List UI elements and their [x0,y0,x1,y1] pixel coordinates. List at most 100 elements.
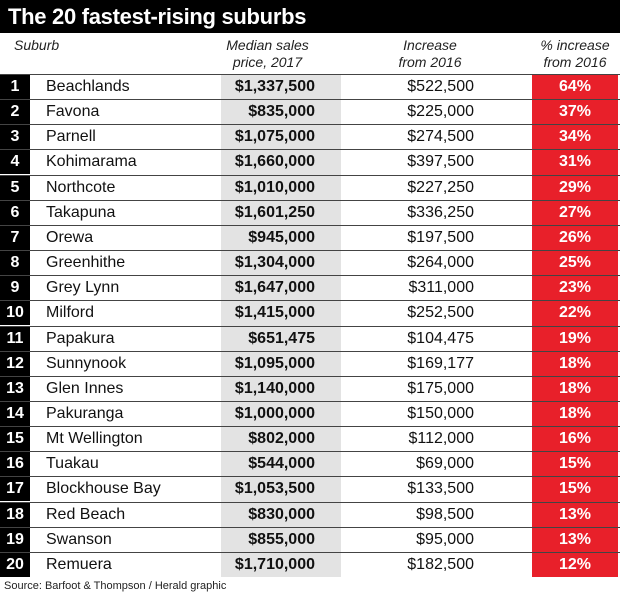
suburb-cell: Mt Wellington [46,430,143,447]
increase-cell: $95,000 [416,531,474,548]
rank-cell: 15 [0,427,30,451]
table-row: 19 Swanson $855,000 $95,000 13% [0,528,620,553]
increase-cell: $311,000 [408,279,474,296]
table-row: 12 Sunnynook $1,095,000 $169,177 18% [0,352,620,377]
header-pct: % increase from 2016 [532,37,618,71]
increase-cell: $169,177 [407,355,474,372]
rank-cell: 17 [0,477,30,501]
increase-cell: $522,500 [407,78,474,95]
suburb-cell: Parnell [46,128,96,145]
pct-cell: 12% [558,556,592,573]
table-row: 8 Greenhithe $1,304,000 $264,000 25% [0,251,620,276]
increase-cell: $133,500 [407,480,474,497]
pct-cell: 31% [558,153,592,170]
header-pct-line1: % increase [540,37,610,53]
suburb-cell: Beachlands [46,78,130,95]
row-divider [0,527,620,528]
pct-cell: 15% [558,455,592,472]
increase-cell: $274,500 [407,128,474,145]
pct-cell: 29% [558,179,592,196]
row-divider [0,124,620,125]
increase-cell: $69,000 [416,455,474,472]
price-cell: $802,000 [248,430,315,447]
header-increase-line1: Increase [403,37,457,53]
row-divider [0,476,620,477]
table-row: 20 Remuera $1,710,000 $182,500 12% [0,553,620,578]
rank-cell: 3 [0,125,30,149]
price-cell: $651,475 [248,330,315,347]
price-cell: $1,660,000 [234,153,315,170]
price-column-band [221,74,341,577]
table-row: 16 Tuakau $544,000 $69,000 15% [0,452,620,477]
row-divider [0,99,620,100]
suburb-cell: Sunnynook [46,355,127,372]
suburb-cell: Milford [46,304,95,321]
suburb-cell: Papakura [46,330,115,347]
pct-cell: 26% [558,229,592,246]
row-divider [0,149,620,150]
suburb-cell: Pakuranga [46,405,124,422]
rank-cell: 1 [0,75,30,99]
chart-title: The 20 fastest-rising suburbs [8,4,307,29]
price-cell: $1,010,000 [234,179,315,196]
suburb-cell: Takapuna [46,204,116,221]
price-cell: $1,140,000 [234,380,315,397]
table-row: 10 Milford $1,415,000 $252,500 22% [0,301,620,326]
increase-cell: $112,000 [408,430,474,447]
rank-cell: 2 [0,100,30,124]
price-cell: $830,000 [248,506,315,523]
source-note: Source: Barfoot & Thompson / Herald grap… [4,580,227,592]
suburb-cell: Remuera [46,556,112,573]
table-row: 4 Kohimarama $1,660,000 $397,500 31% [0,150,620,175]
header-price-line1: Median sales [226,37,309,53]
header-price-line2: price, 2017 [232,54,303,70]
table-row: 15 Mt Wellington $802,000 $112,000 16% [0,427,620,452]
row-divider [0,225,620,226]
suburb-cell: Grey Lynn [46,279,120,296]
pct-cell: 13% [558,506,592,523]
increase-cell: $182,500 [407,556,474,573]
rank-cell: 9 [0,276,30,300]
pct-cell: 27% [558,204,592,221]
increase-cell: $150,000 [407,405,474,422]
rank-cell: 20 [0,553,30,577]
price-cell: $835,000 [248,103,315,120]
price-cell: $1,647,000 [234,279,315,296]
increase-cell: $225,000 [407,103,474,120]
table-row: 14 Pakuranga $1,000,000 $150,000 18% [0,402,620,427]
suburb-cell: Blockhouse Bay [46,480,161,497]
increase-cell: $252,500 [407,304,474,321]
table-row: 2 Favona $835,000 $225,000 37% [0,100,620,125]
suburb-cell: Red Beach [46,506,126,523]
pct-cell: 22% [558,304,592,321]
pct-cell: 19% [558,330,592,347]
rank-cell: 18 [0,503,30,527]
pct-cell: 25% [558,254,592,271]
table-row: 7 Orewa $945,000 $197,500 26% [0,226,620,251]
price-cell: $1,304,000 [234,254,315,271]
pct-cell: 37% [558,103,592,120]
row-divider [0,351,620,352]
title-bar: The 20 fastest-rising suburbs [0,0,620,33]
rank-cell: 12 [0,352,30,376]
pct-cell: 16% [558,430,592,447]
table-row: 6 Takapuna $1,601,250 $336,250 27% [0,201,620,226]
table-row: 17 Blockhouse Bay $1,053,500 $133,500 15% [0,477,620,502]
row-divider [0,426,620,427]
rank-cell: 8 [0,251,30,275]
row-divider [0,175,620,176]
rank-cell: 14 [0,402,30,426]
row-divider [0,74,620,75]
suburb-cell: Greenhithe [46,254,126,271]
table-row: 11 Papakura $651,475 $104,475 19% [0,327,620,352]
suburb-cell: Northcote [46,179,116,196]
rank-cell: 10 [0,301,30,325]
row-divider [0,326,620,327]
data-table: 1 Beachlands $1,337,500 $522,500 64% 2 Favona $… [0,74,620,577]
row-divider [0,376,620,377]
suburb-cell: Tuakau [46,455,99,472]
rank-cell: 7 [0,226,30,250]
row-divider [0,275,620,276]
rank-cell: 11 [0,327,30,351]
row-divider [0,250,620,251]
